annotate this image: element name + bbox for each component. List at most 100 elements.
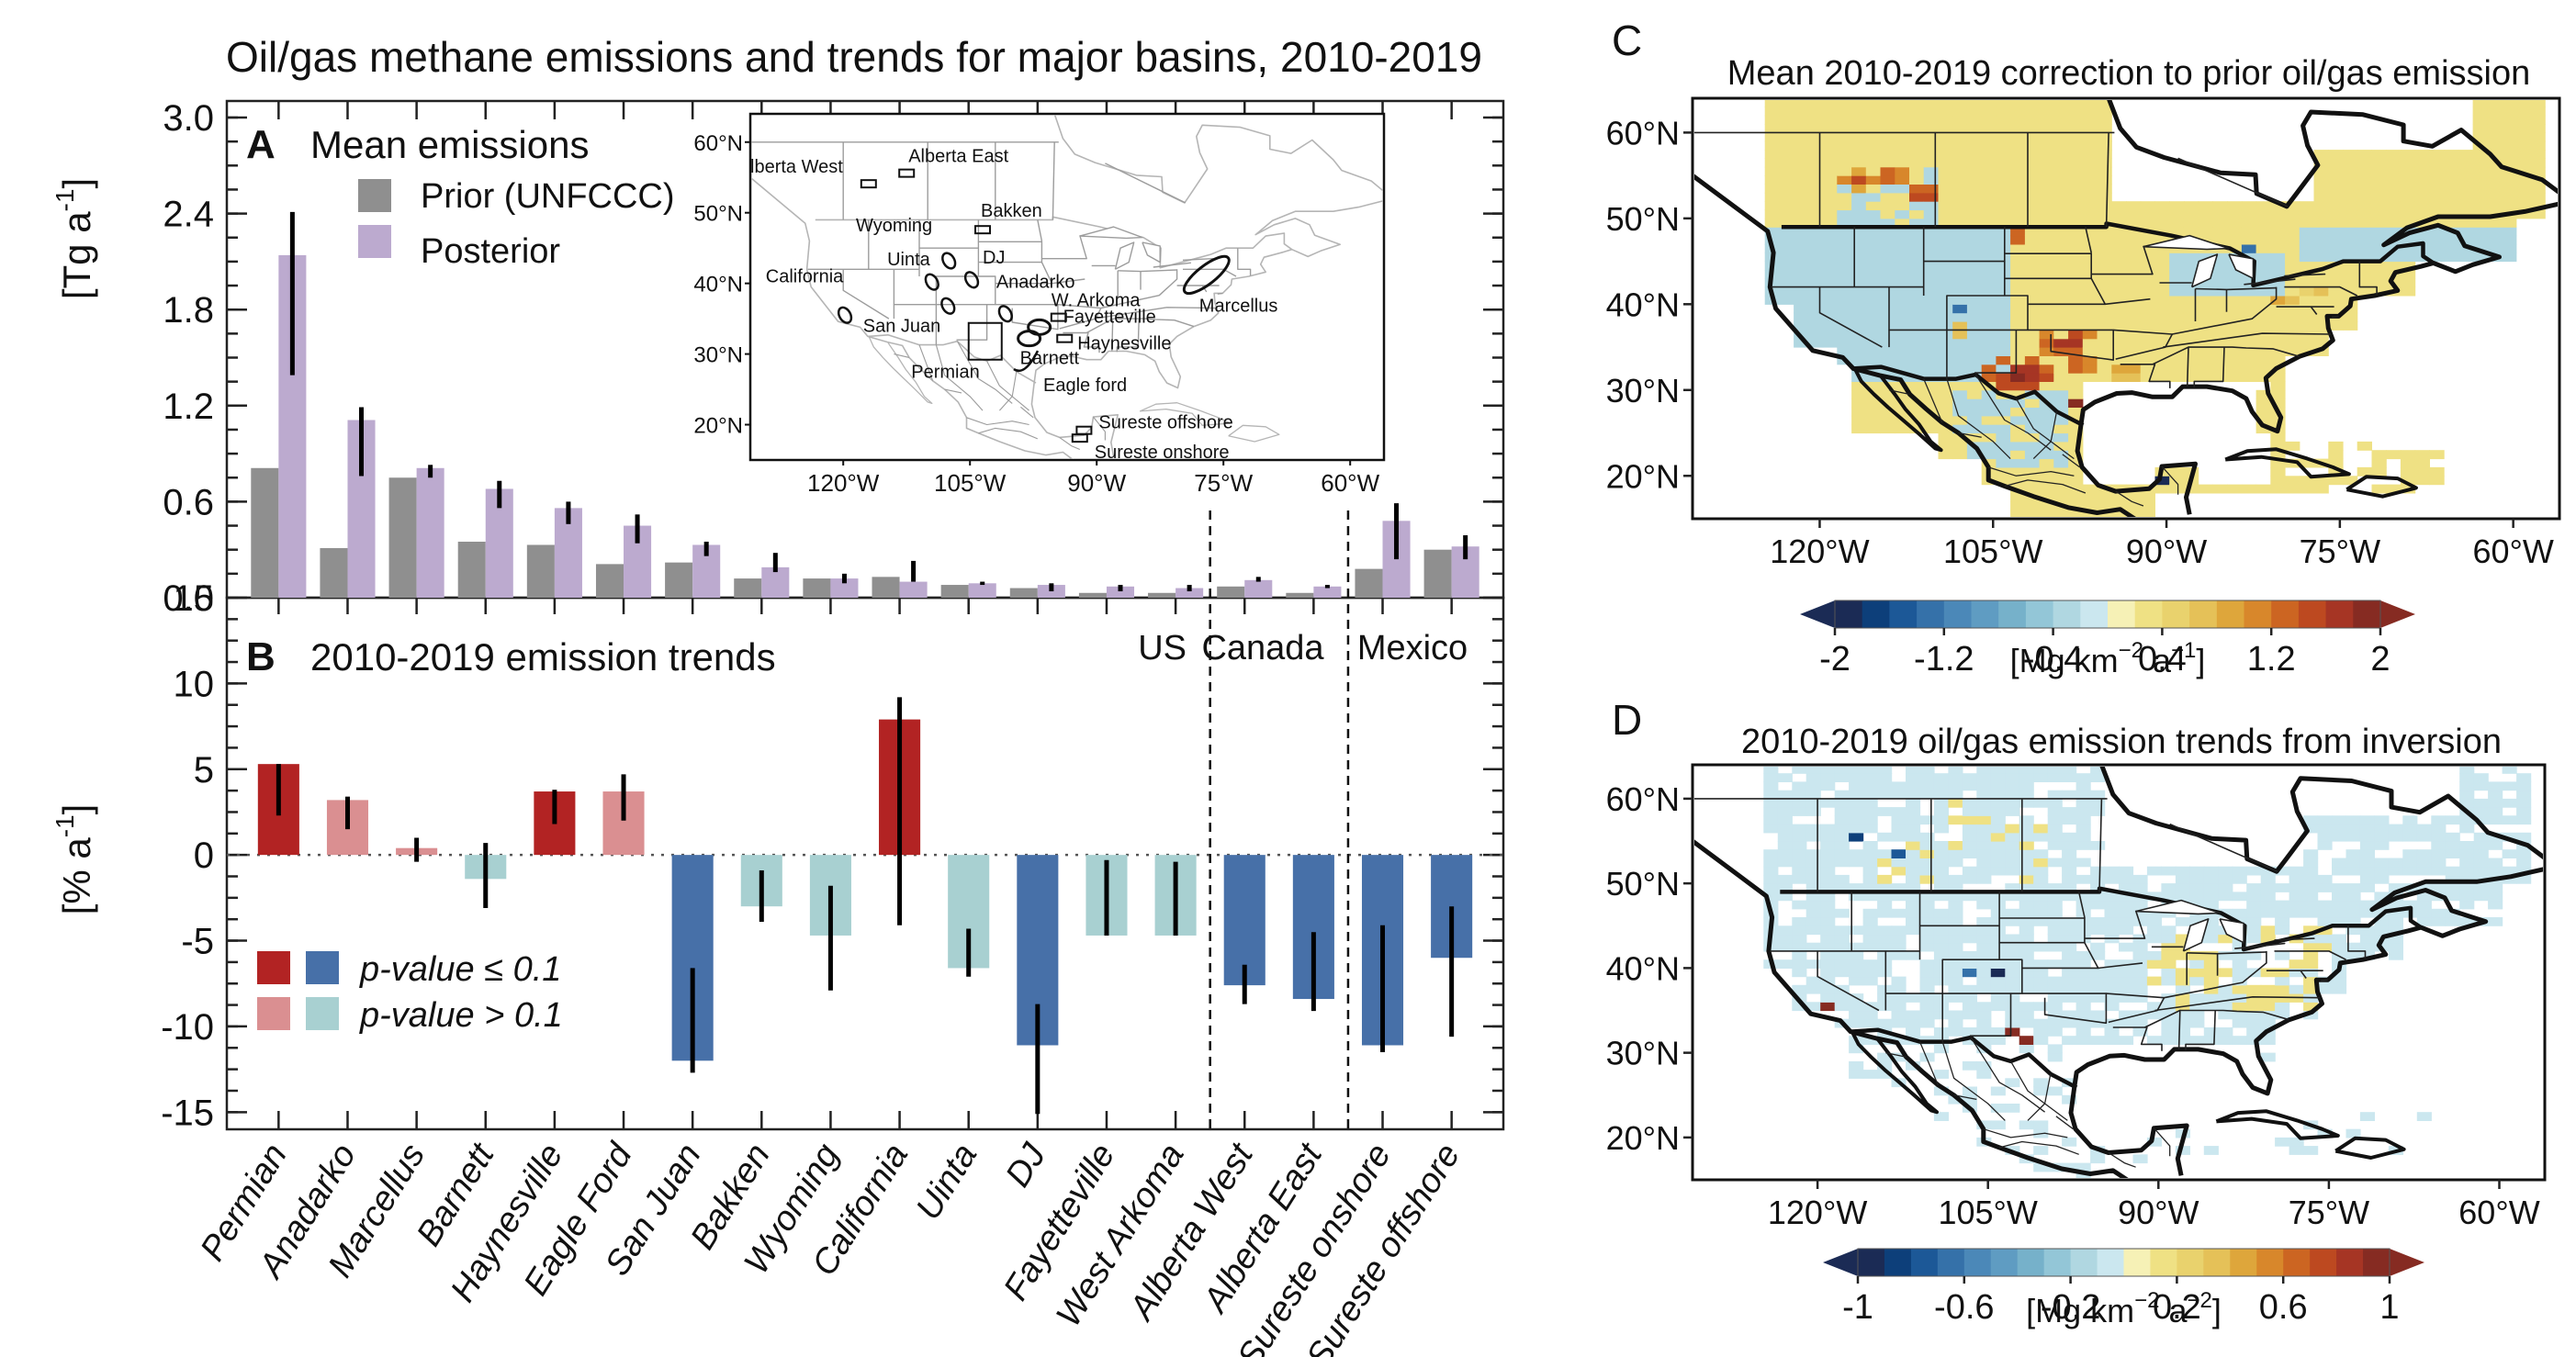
grid-cell [2119,917,2134,926]
grid-cell [2515,140,2532,151]
grid-cell [2169,209,2185,219]
grid-cell [2317,908,2333,918]
grid-cell [1837,166,1852,176]
grid-cell [2183,373,2199,382]
state-line [1037,219,1043,241]
grid-cell [2459,900,2475,910]
grid-cell [2047,790,2063,800]
grid-cell [2416,883,2432,892]
grid-cell [2047,984,2063,994]
grid-cell [2175,874,2190,884]
grid-cell [1779,201,1794,211]
grid-cell [2097,501,2112,511]
grid-cell [2472,150,2488,159]
grid-cell [2053,338,2069,348]
grid-cell [1763,773,1779,782]
grid-cell [1923,424,1939,434]
grid-cell [2303,984,2319,994]
grid-cell [2414,192,2430,202]
grid-cell [1891,824,1907,834]
grid-cell [1807,201,1824,211]
grid-cell [1948,993,1963,1003]
grid-cell [1877,942,1893,952]
grid-cell [2328,184,2344,194]
grid-cell [2255,235,2271,245]
grid-cell [1962,950,1977,960]
grid-cell [2024,192,2041,202]
grid-cell [2227,201,2243,211]
grid-cell [2183,261,2199,271]
grid-cell [2183,286,2199,297]
grid-cell [1976,849,1992,858]
grid-cell [2082,227,2098,237]
grid-cell [1777,849,1793,858]
grid-cell [1996,235,2011,245]
colorbar-bin [1971,600,1999,628]
grid-cell [2005,824,2020,834]
grid-cell [2313,227,2329,237]
grid-cell [2371,175,2387,185]
svg-text:[Tg a-1]: [Tg a-1] [51,178,98,299]
grid-cell [2090,917,2106,926]
grid-cell [2140,252,2155,263]
grid-cell [1822,321,1838,331]
grid-cell [2033,1018,2049,1028]
grid-cell [1909,235,1925,245]
grid-cell [1962,824,1977,834]
grid-cell [2039,432,2054,443]
grid-cell [1880,424,1895,434]
grid-cell [2275,950,2290,960]
grid-cell [2111,227,2127,237]
grid-cell [2232,959,2247,969]
grid-cell [2317,824,2333,834]
grid-cell [1948,917,1963,926]
grid-cell [1909,338,1925,348]
grid-cell [1777,858,1793,868]
x-label: Uinta [909,1138,985,1227]
grid-cell [1820,773,1836,782]
grid-cell [2005,798,2020,808]
grid-cell [2299,235,2315,245]
grid-cell [2169,364,2185,374]
grid-cell [2431,908,2447,918]
grid-cell [1851,321,1867,331]
grid-cell [2414,150,2430,159]
grid-cell [2473,832,2489,842]
grid-cell [2019,968,2034,978]
grid-cell [2169,269,2185,279]
bar-prior-sureste-onshore [1355,568,1383,598]
grid-cell [2005,934,2020,944]
province-line [2105,132,2109,228]
grid-cell [1933,959,1949,969]
grid-cell [2104,925,2120,936]
grid-cell [1877,807,1893,816]
colorbar-unit-label: [Mg km−2 a−2] [2026,1288,2222,1329]
grid-cell [2303,942,2319,952]
grid-cell [2218,950,2233,960]
grid-cell [2039,476,2054,486]
grid-cell [2345,883,2361,892]
grid-cell [2119,1018,2134,1028]
great-lake [2284,273,2326,277]
legend-label-sig: p-value ≤ 0.1 [359,950,561,989]
grid-cell [1919,1018,1935,1028]
grid-cell [1763,767,1779,774]
grid-cell [2458,150,2474,159]
grid-cell [1933,841,1949,850]
grid-cell [1837,304,1852,314]
grid-cell [2090,900,2106,910]
grid-cell [1952,132,1968,142]
grid-cell [2161,993,2177,1003]
grid-cell [2039,484,2054,494]
grid-cell [2104,984,2120,994]
grid-cell [2005,984,2020,994]
lat-tick-label: 60°N [1606,114,1680,151]
ylabel-b-main: [% a [55,837,98,915]
basin-label: Wyoming [856,216,932,236]
grid-cell [1933,815,1949,825]
grid-cell [2343,252,2358,263]
grid-cell [2005,908,2020,918]
grid-cell [2082,312,2098,322]
grid-cell [2053,347,2069,356]
